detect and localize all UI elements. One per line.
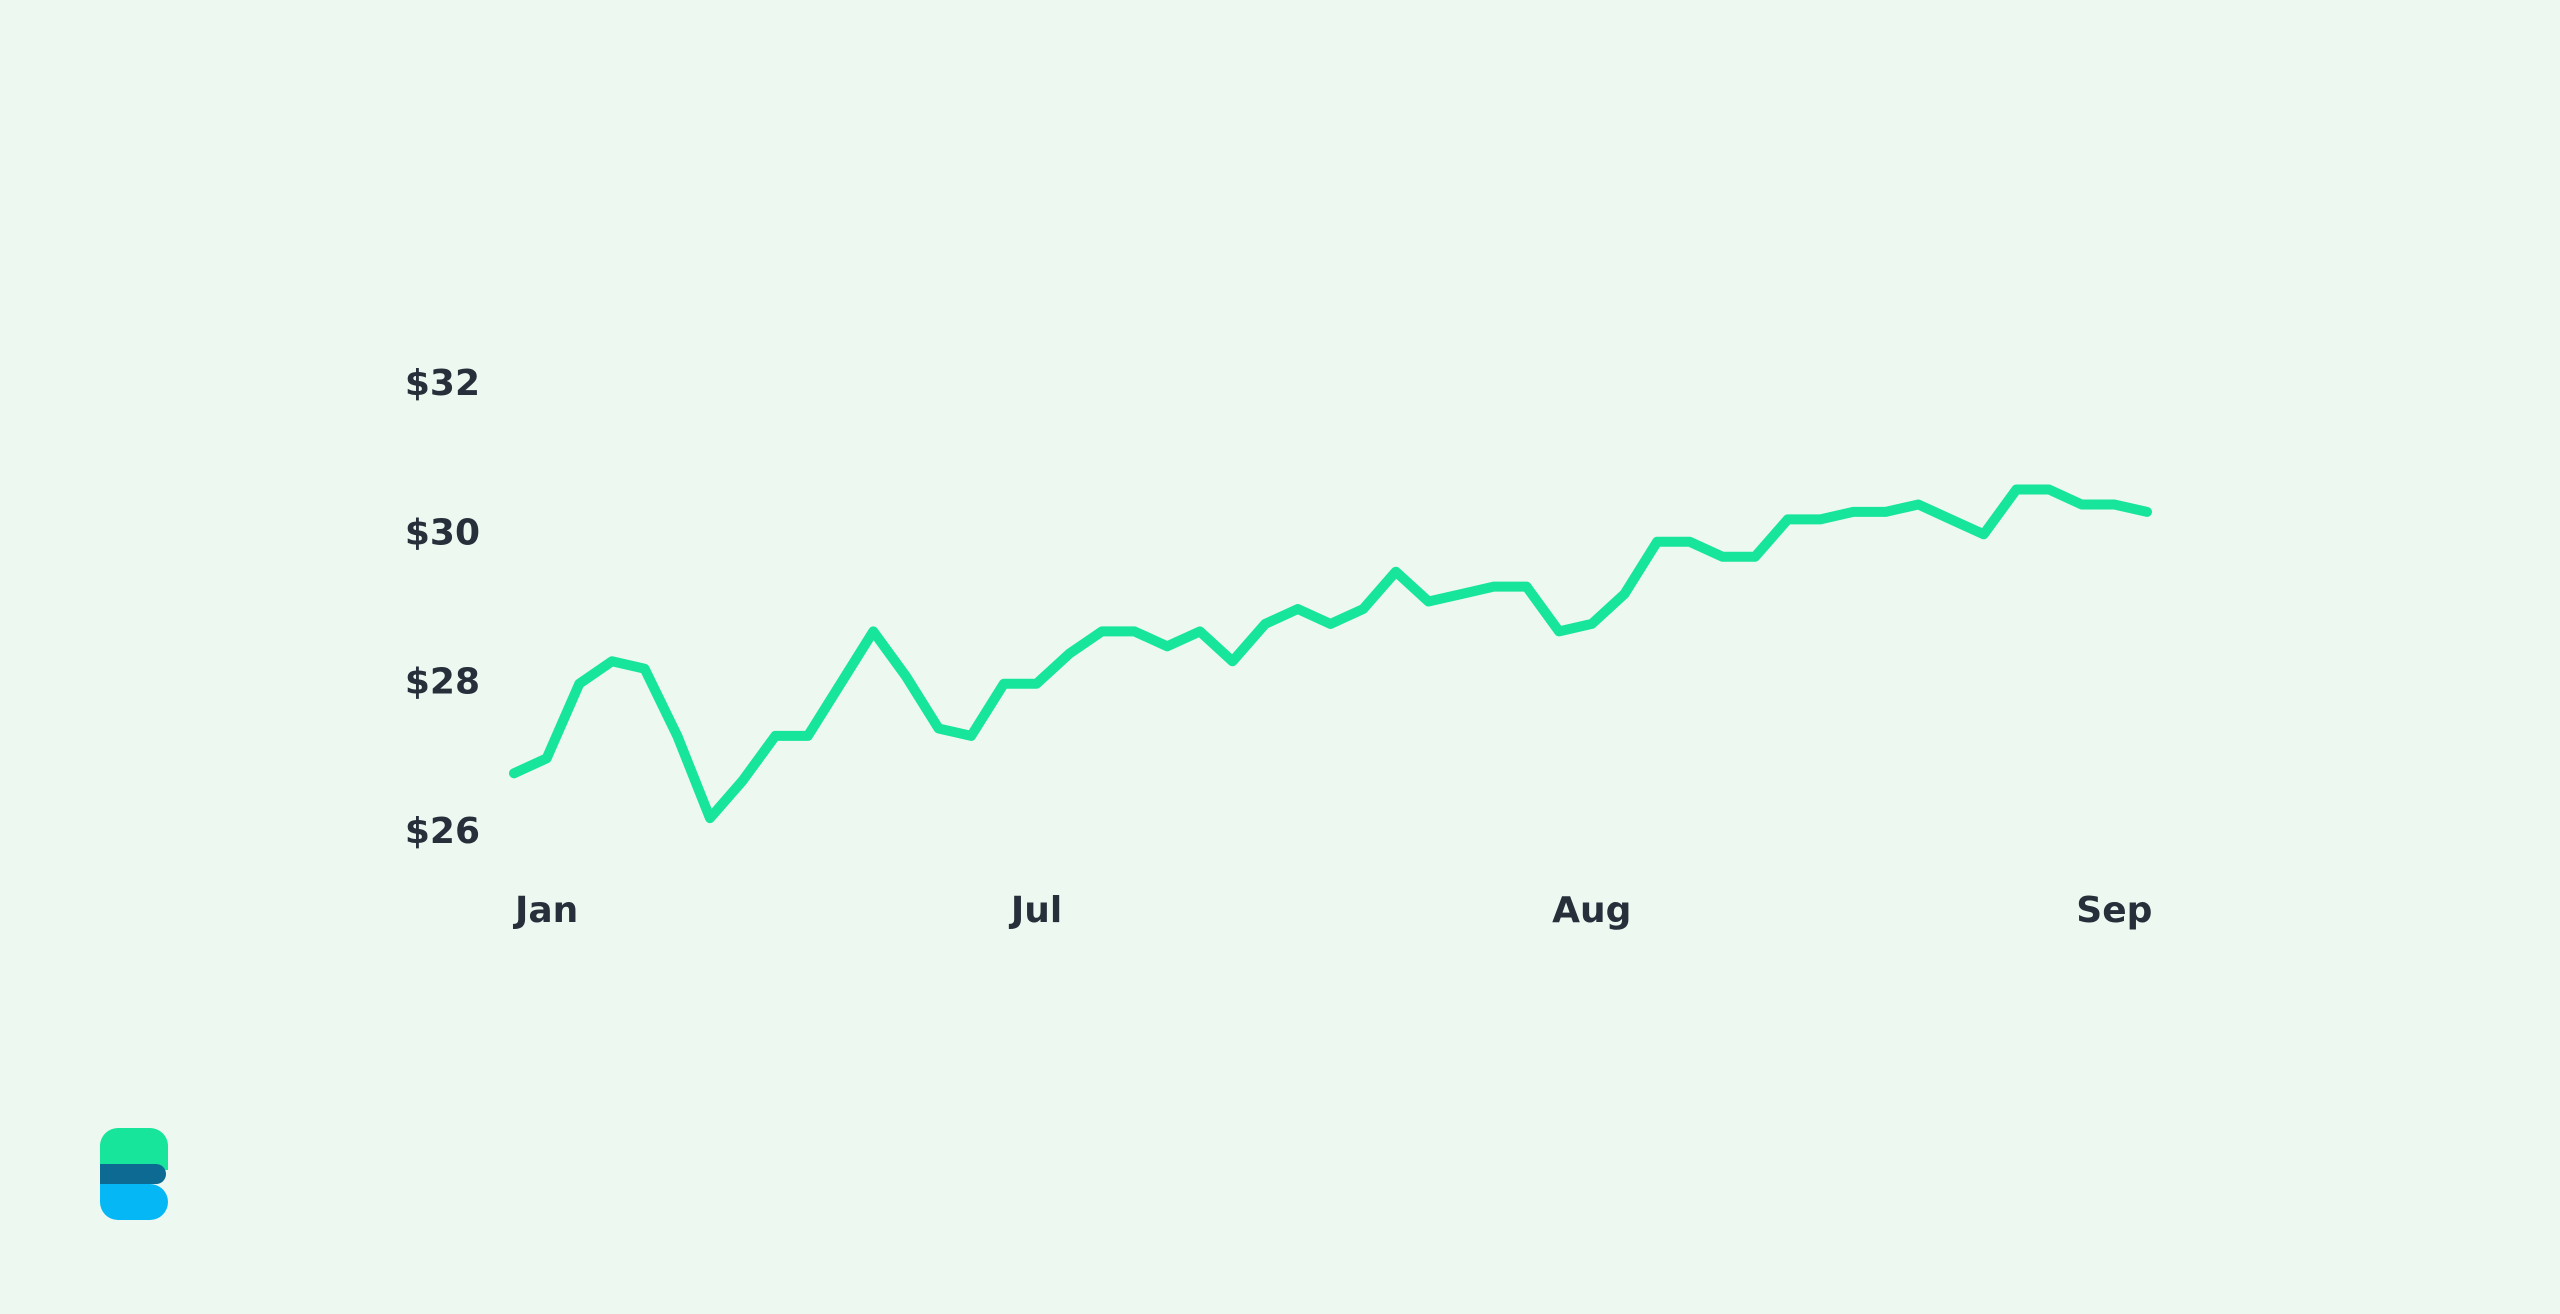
y-tick-label: $30 (405, 512, 480, 553)
x-tick-label: Jan (512, 890, 578, 931)
x-tick-label: Aug (1552, 890, 1631, 931)
y-tick-label: $32 (405, 363, 480, 404)
price-line (509, 484, 2152, 824)
logo-band (100, 1164, 166, 1184)
x-tick-label: Sep (2076, 890, 2152, 931)
y-tick-label: $28 (405, 662, 480, 703)
x-tick-label: Jul (1008, 890, 1062, 931)
logo (100, 1128, 168, 1220)
logo-bottom (100, 1184, 168, 1220)
y-tick-label: $26 (405, 811, 480, 852)
logo-top (100, 1128, 168, 1170)
